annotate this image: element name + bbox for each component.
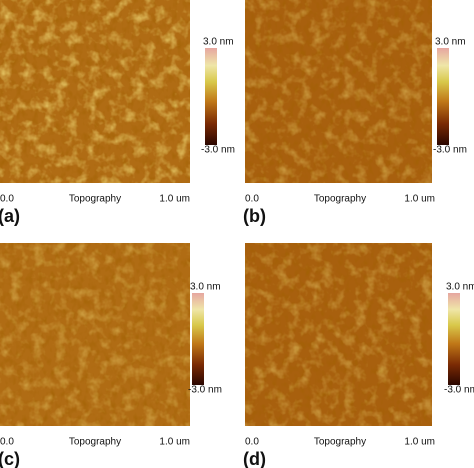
- color-bar: [448, 293, 460, 385]
- x-start-label: 0.0: [0, 437, 14, 448]
- panel-label: (d): [243, 449, 266, 468]
- scale-max-label: 3.0 nm: [435, 37, 466, 48]
- afm-image-bright: [0, 0, 190, 183]
- x-title: Topography: [69, 437, 121, 448]
- scale-max-label: 3.0 nm: [446, 282, 474, 293]
- afm-image-bright: [245, 0, 432, 183]
- x-title: Topography: [69, 194, 121, 205]
- scale-min-label: -3.0 nm: [444, 385, 474, 396]
- x-end-label: 1.0 um: [159, 437, 190, 448]
- panel-label: (c): [0, 449, 20, 468]
- afm-panel: 3.0 nm -3.0 nm 0.0 Topography 1.0 um (d): [243, 243, 474, 468]
- x-end-label: 1.0 um: [404, 194, 435, 205]
- x-title: Topography: [314, 194, 366, 205]
- x-start-label: 0.0: [245, 437, 259, 448]
- x-start-label: 0.0: [245, 194, 259, 205]
- x-title: Topography: [314, 437, 366, 448]
- x-start-label: 0.0: [0, 194, 14, 205]
- x-end-label: 1.0 um: [404, 437, 435, 448]
- scale-min-label: -3.0 nm: [433, 145, 467, 156]
- scale-max-label: 3.0 nm: [190, 282, 221, 293]
- color-bar: [437, 48, 449, 145]
- x-end-label: 1.0 um: [159, 194, 190, 205]
- scale-min-label: -3.0 nm: [188, 385, 222, 396]
- panel-label: (b): [243, 206, 266, 226]
- color-bar: [192, 293, 204, 385]
- scale-min-label: -3.0 nm: [201, 145, 235, 156]
- afm-image-bright: [0, 243, 190, 426]
- panel-label: (a): [0, 206, 20, 226]
- scale-max-label: 3.0 nm: [203, 37, 234, 48]
- afm-panel: 3.0 nm -3.0 nm 0.0 Topography 1.0 um (b): [243, 0, 467, 226]
- afm-image-bright: [245, 243, 432, 426]
- afm-panel: 3.0 nm -3.0 nm 0.0 Topography 1.0 um (c): [0, 243, 222, 468]
- afm-panel: 3.0 nm -3.0 nm 0.0 Topography 1.0 um (a): [0, 0, 235, 226]
- color-bar: [205, 48, 217, 145]
